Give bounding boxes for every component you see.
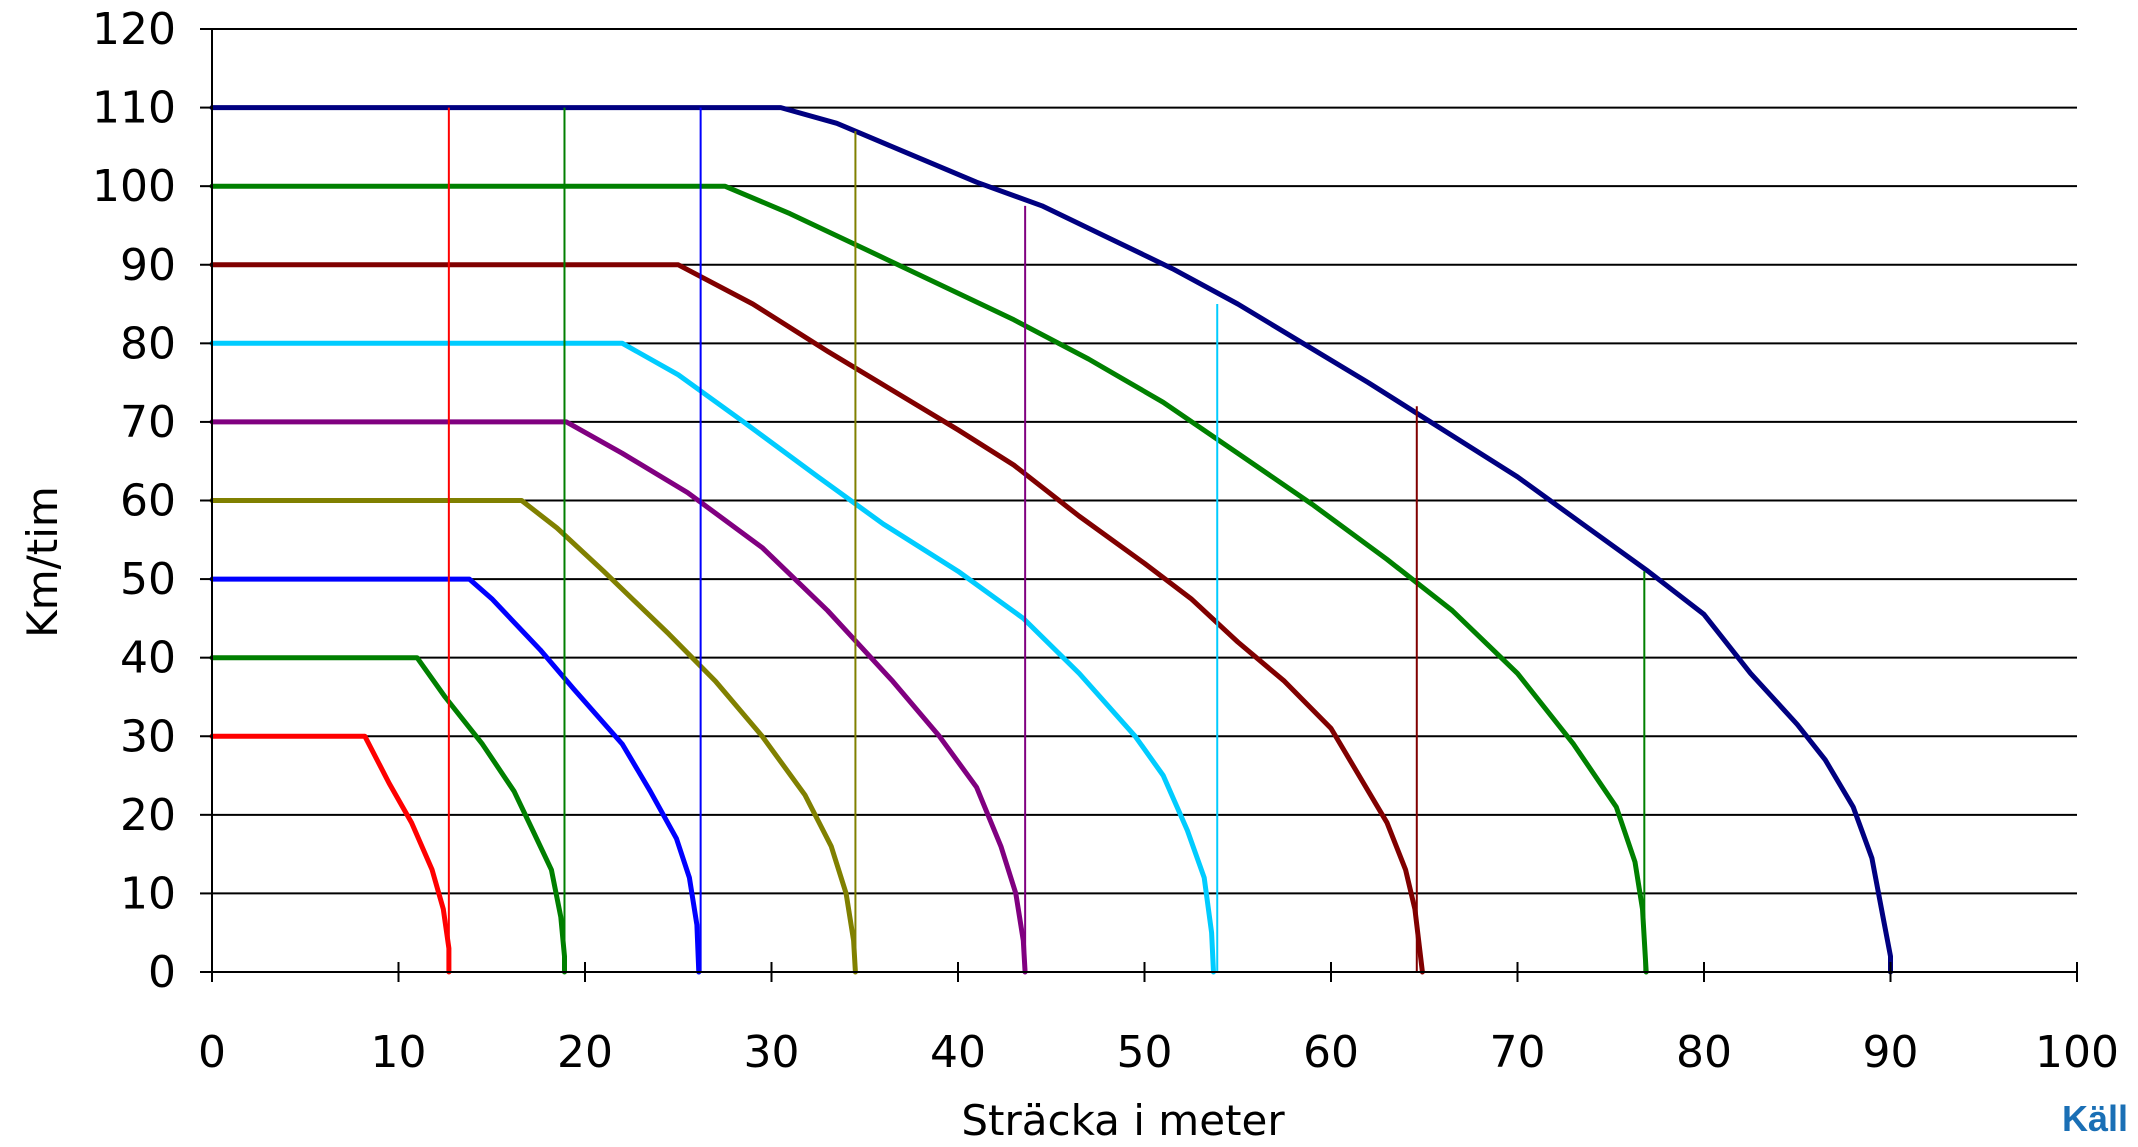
y-tick-label: 60	[120, 476, 176, 527]
axes	[200, 28, 2078, 982]
y-tick-label: 40	[120, 633, 176, 684]
x-tick-label: 0	[198, 1027, 226, 1078]
speed-curve-line	[209, 105, 1893, 975]
y-tick-label: 20	[120, 790, 176, 841]
x-tick-label: 20	[557, 1027, 613, 1078]
x-axis-title: Sträcka i meter	[961, 1096, 1285, 1145]
speed-curve-line	[209, 498, 858, 975]
distance-markers	[447, 107, 1646, 972]
y-axis-title: Km/tim	[18, 486, 67, 638]
speed-curve-line	[209, 576, 702, 975]
speed-curve-line	[209, 262, 1425, 975]
gridlines	[212, 28, 2077, 895]
y-tick-label: 100	[92, 161, 176, 212]
speed-curve-line	[209, 733, 452, 975]
source-label: Käll	[2062, 1098, 2129, 1139]
x-tick-label: 10	[371, 1027, 427, 1078]
y-tick-label: 90	[120, 240, 176, 291]
y-tick-label: 50	[120, 554, 176, 605]
speed-curve-line	[209, 183, 1649, 975]
x-tick-label: 80	[1676, 1027, 1732, 1078]
y-tick-label: 80	[120, 318, 176, 369]
x-tick-label: 90	[1863, 1027, 1919, 1078]
y-tick-label: 10	[120, 868, 176, 919]
x-tick-label: 70	[1490, 1027, 1546, 1078]
y-tick-label: 30	[120, 711, 176, 762]
speed-curve-line	[209, 655, 567, 975]
x-tick-label: 60	[1303, 1027, 1359, 1078]
y-tick-label: 110	[92, 83, 176, 134]
y-tick-label: 120	[92, 4, 176, 55]
y-tick-label: 70	[120, 397, 176, 448]
x-tick-label: 40	[930, 1027, 986, 1078]
x-tick-label: 100	[2035, 1027, 2119, 1078]
x-tick-label: 50	[1117, 1027, 1173, 1078]
speed-curve-line	[209, 419, 1028, 975]
y-tick-label: 0	[148, 947, 176, 998]
x-tick-label: 30	[744, 1027, 800, 1078]
tick-labels: 0 10 20 30 40 50 60 70 80 90 100 110 120 0 10 20 30 40 50 6…	[92, 4, 2119, 1078]
series-lines	[209, 105, 1893, 975]
